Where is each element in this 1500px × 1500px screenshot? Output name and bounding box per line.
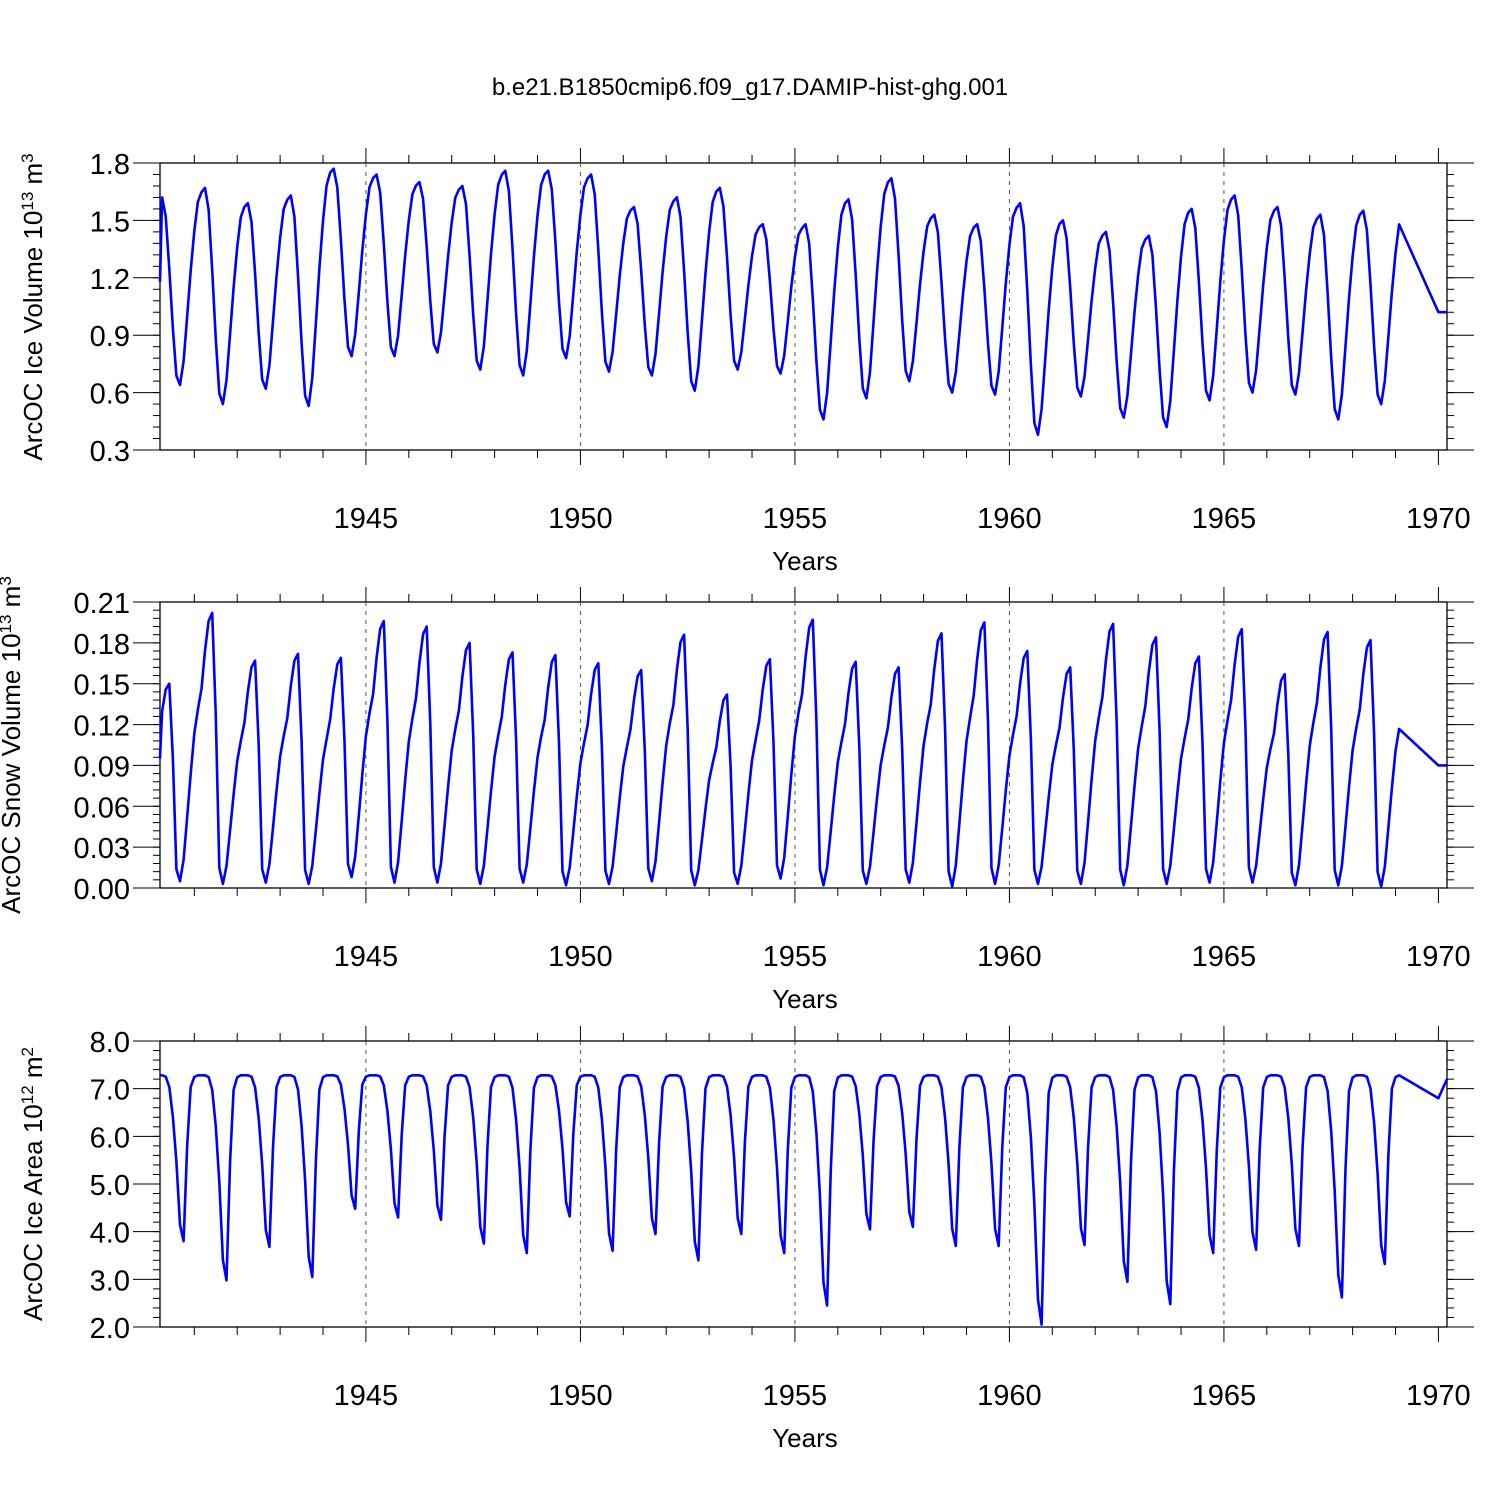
ice-volume-frame — [159, 162, 1448, 451]
ice-area-ylabel: ArcOC Ice Area 1012 m2 — [18, 1047, 49, 1321]
ice-volume-ytick-label: 1.8 — [90, 149, 130, 181]
ice-area-xtick-label: 1960 — [977, 1380, 1042, 1412]
ice-volume-series-line — [158, 167, 1447, 436]
snow-volume-ytick-label: 0.12 — [74, 711, 130, 743]
ice-volume-ytick-label: 0.9 — [90, 321, 130, 353]
chart-title: b.e21.B1850cmip6.f09_g17.DAMIP-hist-ghg.… — [492, 74, 1008, 101]
ice-area-xlabel: Years — [772, 1423, 838, 1453]
ice-area-panel: 2.0 3.0 4.0 5.0 6.0 7.0 8.0 1945 1950 1955 1960 19… — [18, 1026, 1474, 1453]
ice-area-xtick-label: 1950 — [548, 1380, 613, 1412]
ice-area-frame — [159, 1040, 1448, 1328]
ice-area-ytick-label: 3.0 — [90, 1265, 130, 1297]
ice-volume-xlabel: Years — [772, 546, 838, 576]
snow-volume-panel: 0.00 0.03 0.06 0.09 0.12 0.15 0.18 0.21 1945 195… — [0, 576, 1474, 1014]
ice-area-ytick-label: 5.0 — [90, 1170, 130, 1202]
snow-volume-xtick-label: 1960 — [977, 941, 1042, 973]
snow-volume-ylabel: ArcOC Snow Volume 1013 m3 — [0, 576, 26, 914]
snow-volume-ytick-label: 0.00 — [74, 874, 130, 906]
ice-area-ytick-label: 6.0 — [90, 1122, 130, 1154]
snow-volume-ytick-label: 0.09 — [74, 751, 130, 783]
ice-volume-ytick-label: 1.2 — [90, 264, 130, 296]
snow-volume-xtick-label: 1965 — [1192, 941, 1257, 973]
snow-volume-xtick-label: 1950 — [548, 941, 613, 973]
snow-volume-ytick-label: 0.18 — [74, 629, 130, 661]
ice-area-ytick-label: 8.0 — [90, 1027, 130, 1059]
ice-volume-xtick-label: 1960 — [977, 503, 1042, 535]
ice-volume-xtick-label: 1970 — [1406, 503, 1471, 535]
ice-volume-xtick-label: 1950 — [548, 503, 613, 535]
ice-volume-xtick-label: 1945 — [334, 503, 399, 535]
ice-volume-xtick-label: 1955 — [763, 503, 828, 535]
snow-volume-xtick-label: 1970 — [1406, 941, 1471, 973]
snow-volume-ytick-label: 0.03 — [74, 833, 130, 865]
ice-volume-ytick-label: 0.3 — [90, 436, 130, 468]
snow-volume-xtick-label: 1945 — [334, 941, 399, 973]
snow-volume-ytick-label: 0.21 — [74, 588, 130, 620]
ice-area-ytick-label: 7.0 — [90, 1075, 130, 1107]
ice-volume-ytick-label: 1.5 — [90, 206, 130, 238]
snow-volume-xtick-label: 1955 — [763, 941, 828, 973]
ice-volume-xtick-label: 1965 — [1192, 503, 1257, 535]
ice-area-xtick-label: 1955 — [763, 1380, 828, 1412]
snow-volume-xlabel: Years — [772, 984, 838, 1014]
ice-area-ytick-label: 4.0 — [90, 1218, 130, 1250]
ice-area-xtick-label: 1965 — [1192, 1380, 1257, 1412]
ice-area-xtick-label: 1970 — [1406, 1380, 1471, 1412]
ice-area-series-line — [160, 1074, 1449, 1326]
ice-area-xtick-label: 1945 — [334, 1380, 399, 1412]
snow-volume-ytick-label: 0.06 — [74, 792, 130, 824]
snow-volume-ytick-label: 0.15 — [74, 670, 130, 702]
ice-volume-ylabel: ArcOC Ice Volume 1013 m3 — [18, 153, 49, 460]
ice-volume-panel: 0.3 0.6 0.9 1.2 1.5 1.8 1945 1950 1955 1960 1965 1… — [18, 148, 1474, 576]
ice-area-ytick-label: 2.0 — [90, 1313, 130, 1345]
ice-volume-ytick-label: 0.6 — [90, 379, 130, 411]
snow-volume-frame — [159, 601, 1448, 889]
snow-volume-series-line — [158, 611, 1447, 888]
